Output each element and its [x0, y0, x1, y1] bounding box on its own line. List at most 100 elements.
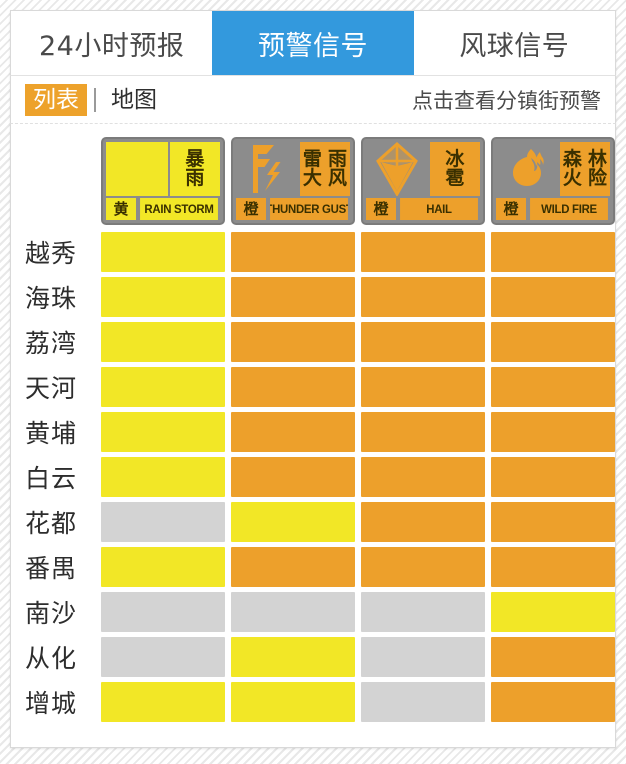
table-row: 海珠: [17, 277, 615, 317]
warning-cell[interactable]: [361, 547, 485, 587]
warning-grid: 暴 雨 黄 RAIN STORM: [11, 130, 615, 727]
column-header-hail[interactable]: 冰 雹 橙 HAIL: [361, 135, 485, 227]
badge-bottom: 橙 THUNDER GUST: [236, 198, 350, 220]
warning-cell[interactable]: [231, 367, 355, 407]
tab-warning-signal[interactable]: 预警信号: [212, 11, 414, 75]
thundergust-level-char: 橙: [236, 198, 266, 220]
warning-cell[interactable]: [231, 457, 355, 497]
cn-char: 大: [302, 167, 322, 189]
warning-cell[interactable]: [491, 457, 615, 497]
table-row: 南沙: [17, 592, 615, 632]
view-toggle-map[interactable]: 地图: [103, 84, 165, 116]
warning-cell[interactable]: [101, 457, 225, 497]
view-toggle-list-label: 列表: [33, 86, 79, 113]
warning-cell[interactable]: [231, 277, 355, 317]
tab-label: 预警信号: [257, 30, 368, 62]
warning-cell[interactable]: [361, 592, 485, 632]
warning-cell[interactable]: [231, 232, 355, 272]
cn-char: 暴: [185, 148, 205, 170]
table-row: 增城: [17, 682, 615, 722]
warning-cell[interactable]: [491, 367, 615, 407]
warning-cell[interactable]: [101, 637, 225, 677]
tab-label: 24小时预报: [38, 30, 185, 62]
warning-cell[interactable]: [231, 682, 355, 722]
badge-bottom: 橙 HAIL: [366, 198, 480, 220]
cn-char: 森: [562, 148, 582, 170]
rainstorm-icon: [106, 142, 168, 196]
table-row: 越秀: [17, 232, 615, 272]
warning-cell[interactable]: [231, 592, 355, 632]
warning-cell[interactable]: [101, 322, 225, 362]
warning-cell[interactable]: [101, 277, 225, 317]
warning-cell[interactable]: [101, 367, 225, 407]
warning-cell[interactable]: [361, 277, 485, 317]
warning-cell[interactable]: [231, 547, 355, 587]
table-row: 黄埔: [17, 412, 615, 452]
warning-cell[interactable]: [491, 547, 615, 587]
warning-cell[interactable]: [101, 232, 225, 272]
district-name-cell: 增城: [25, 689, 78, 718]
warning-cell[interactable]: [491, 412, 615, 452]
warning-cell[interactable]: [231, 412, 355, 452]
badge-bottom: 黄 RAIN STORM: [106, 198, 220, 220]
warning-cell[interactable]: [491, 637, 615, 677]
warning-cell[interactable]: [491, 682, 615, 722]
warning-cell[interactable]: [491, 322, 615, 362]
table-row: 荔湾: [17, 322, 615, 362]
warning-cell[interactable]: [231, 637, 355, 677]
warning-cell[interactable]: [361, 322, 485, 362]
thundergust-icon: [236, 142, 298, 196]
warning-cell[interactable]: [101, 682, 225, 722]
table-row: 天河: [17, 367, 615, 407]
warning-cell[interactable]: [491, 502, 615, 542]
warning-cell[interactable]: [231, 322, 355, 362]
hail-icon: [366, 142, 428, 196]
district-name-cell: 海珠: [25, 284, 78, 313]
warning-cell[interactable]: [361, 367, 485, 407]
hail-badge: 冰 雹 橙 HAIL: [361, 137, 485, 225]
thundergust-badge: 雷 雨 大 风 橙 THUNDER GUST: [231, 137, 355, 225]
wildfire-icon: [496, 142, 558, 196]
table-row: 白云: [17, 457, 615, 497]
warning-grid-body: 越秀 海珠 荔湾 天河 黄埔 白云 花都 番禺 南沙 从化 增城: [17, 232, 615, 722]
warning-cell[interactable]: [361, 502, 485, 542]
district-name-cell: 越秀: [25, 239, 78, 268]
warning-cell[interactable]: [491, 232, 615, 272]
warning-cell[interactable]: [361, 457, 485, 497]
warning-cell[interactable]: [361, 637, 485, 677]
view-toggle-list[interactable]: 列表: [25, 83, 87, 116]
wildfire-cn-name: 森 林 火 险: [559, 142, 610, 196]
badge-top: 冰 雹: [366, 142, 480, 196]
cn-char: 冰: [445, 148, 465, 170]
district-name-cell: 黄埔: [25, 419, 78, 448]
warning-cell[interactable]: [361, 232, 485, 272]
township-warning-link[interactable]: 点击查看分镇街预警: [412, 85, 605, 115]
warning-cell[interactable]: [491, 592, 615, 632]
cn-char: 险: [587, 167, 607, 189]
district-name-cell: 南沙: [25, 599, 78, 628]
warning-cell[interactable]: [101, 502, 225, 542]
cn-char: 林: [587, 148, 607, 170]
tab-24h-forecast[interactable]: 24小时预报: [11, 11, 213, 75]
cn-char: 雷: [302, 148, 322, 170]
rainstorm-level-char: 黄: [106, 198, 136, 220]
hail-cn-name: 冰 雹: [429, 142, 480, 196]
wildfire-en-name: WILD FIRE: [530, 198, 608, 220]
warning-cell[interactable]: [231, 502, 355, 542]
tab-wind-ball-signal[interactable]: 风球信号: [413, 11, 615, 75]
district-name-cell: 番禺: [25, 554, 78, 583]
cn-char: 风: [327, 167, 347, 189]
warning-cell[interactable]: [101, 412, 225, 452]
warning-cell[interactable]: [101, 547, 225, 587]
column-header-rainstorm[interactable]: 暴 雨 黄 RAIN STORM: [101, 135, 225, 227]
warning-cell[interactable]: [101, 592, 225, 632]
column-header-wildfire[interactable]: 森 林 火 险 橙 WILD FIRE: [491, 135, 615, 227]
warning-cell[interactable]: [361, 412, 485, 452]
wildfire-level-char: 橙: [496, 198, 526, 220]
rainstorm-badge: 暴 雨 黄 RAIN STORM: [101, 137, 225, 225]
warning-grid-head: 暴 雨 黄 RAIN STORM: [17, 135, 615, 227]
badge-bottom: 橙 WILD FIRE: [496, 198, 610, 220]
column-header-thundergust[interactable]: 雷 雨 大 风 橙 THUNDER GUST: [231, 135, 355, 227]
warning-cell[interactable]: [361, 682, 485, 722]
warning-cell[interactable]: [491, 277, 615, 317]
